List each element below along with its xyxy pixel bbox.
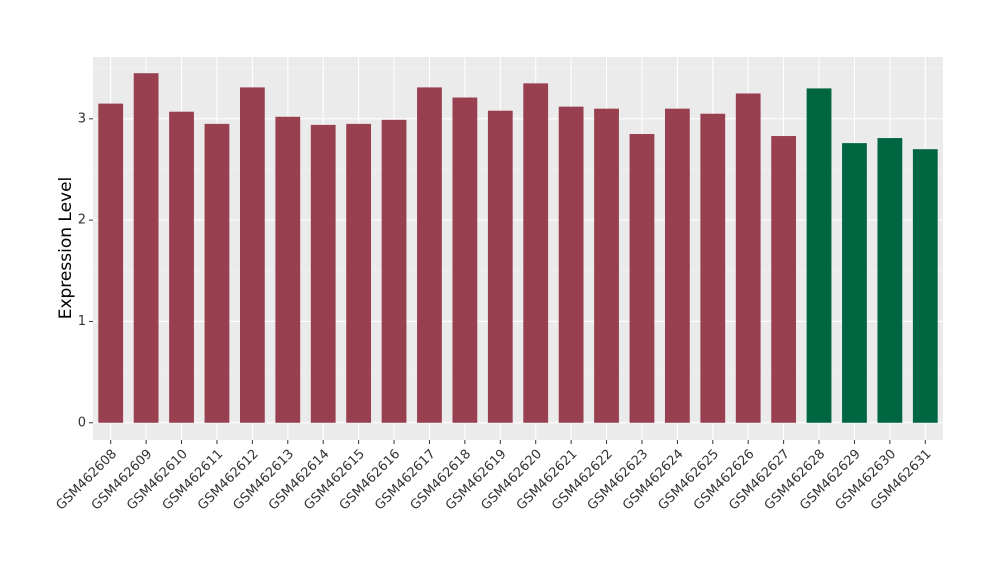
bar [877, 138, 903, 423]
bar [98, 103, 124, 423]
bar [735, 93, 761, 423]
bar [664, 108, 690, 423]
y-tick-label: 1 [78, 314, 86, 329]
bar [594, 108, 619, 423]
bar [912, 149, 938, 423]
bar [133, 73, 159, 423]
bar [275, 116, 301, 423]
bar [629, 134, 655, 423]
bar [700, 113, 726, 423]
bar [239, 87, 265, 423]
y-axis-title: Expression Level [56, 177, 76, 320]
bar [346, 123, 372, 423]
bar [310, 124, 336, 423]
bar [487, 110, 513, 423]
plot-background [93, 57, 943, 440]
bar [806, 88, 832, 423]
y-tick-label: 0 [78, 415, 86, 430]
bar [169, 111, 194, 423]
bar [523, 83, 549, 423]
bar [558, 106, 584, 423]
y-tick-label: 3 [78, 111, 86, 126]
y-tick-label: 2 [78, 213, 86, 228]
bar [771, 136, 797, 423]
bar [204, 123, 230, 423]
bar [417, 87, 442, 423]
bar [452, 97, 478, 423]
x-tick-label: GSM462608 [53, 447, 120, 514]
bar [842, 143, 867, 423]
bar [381, 119, 407, 423]
